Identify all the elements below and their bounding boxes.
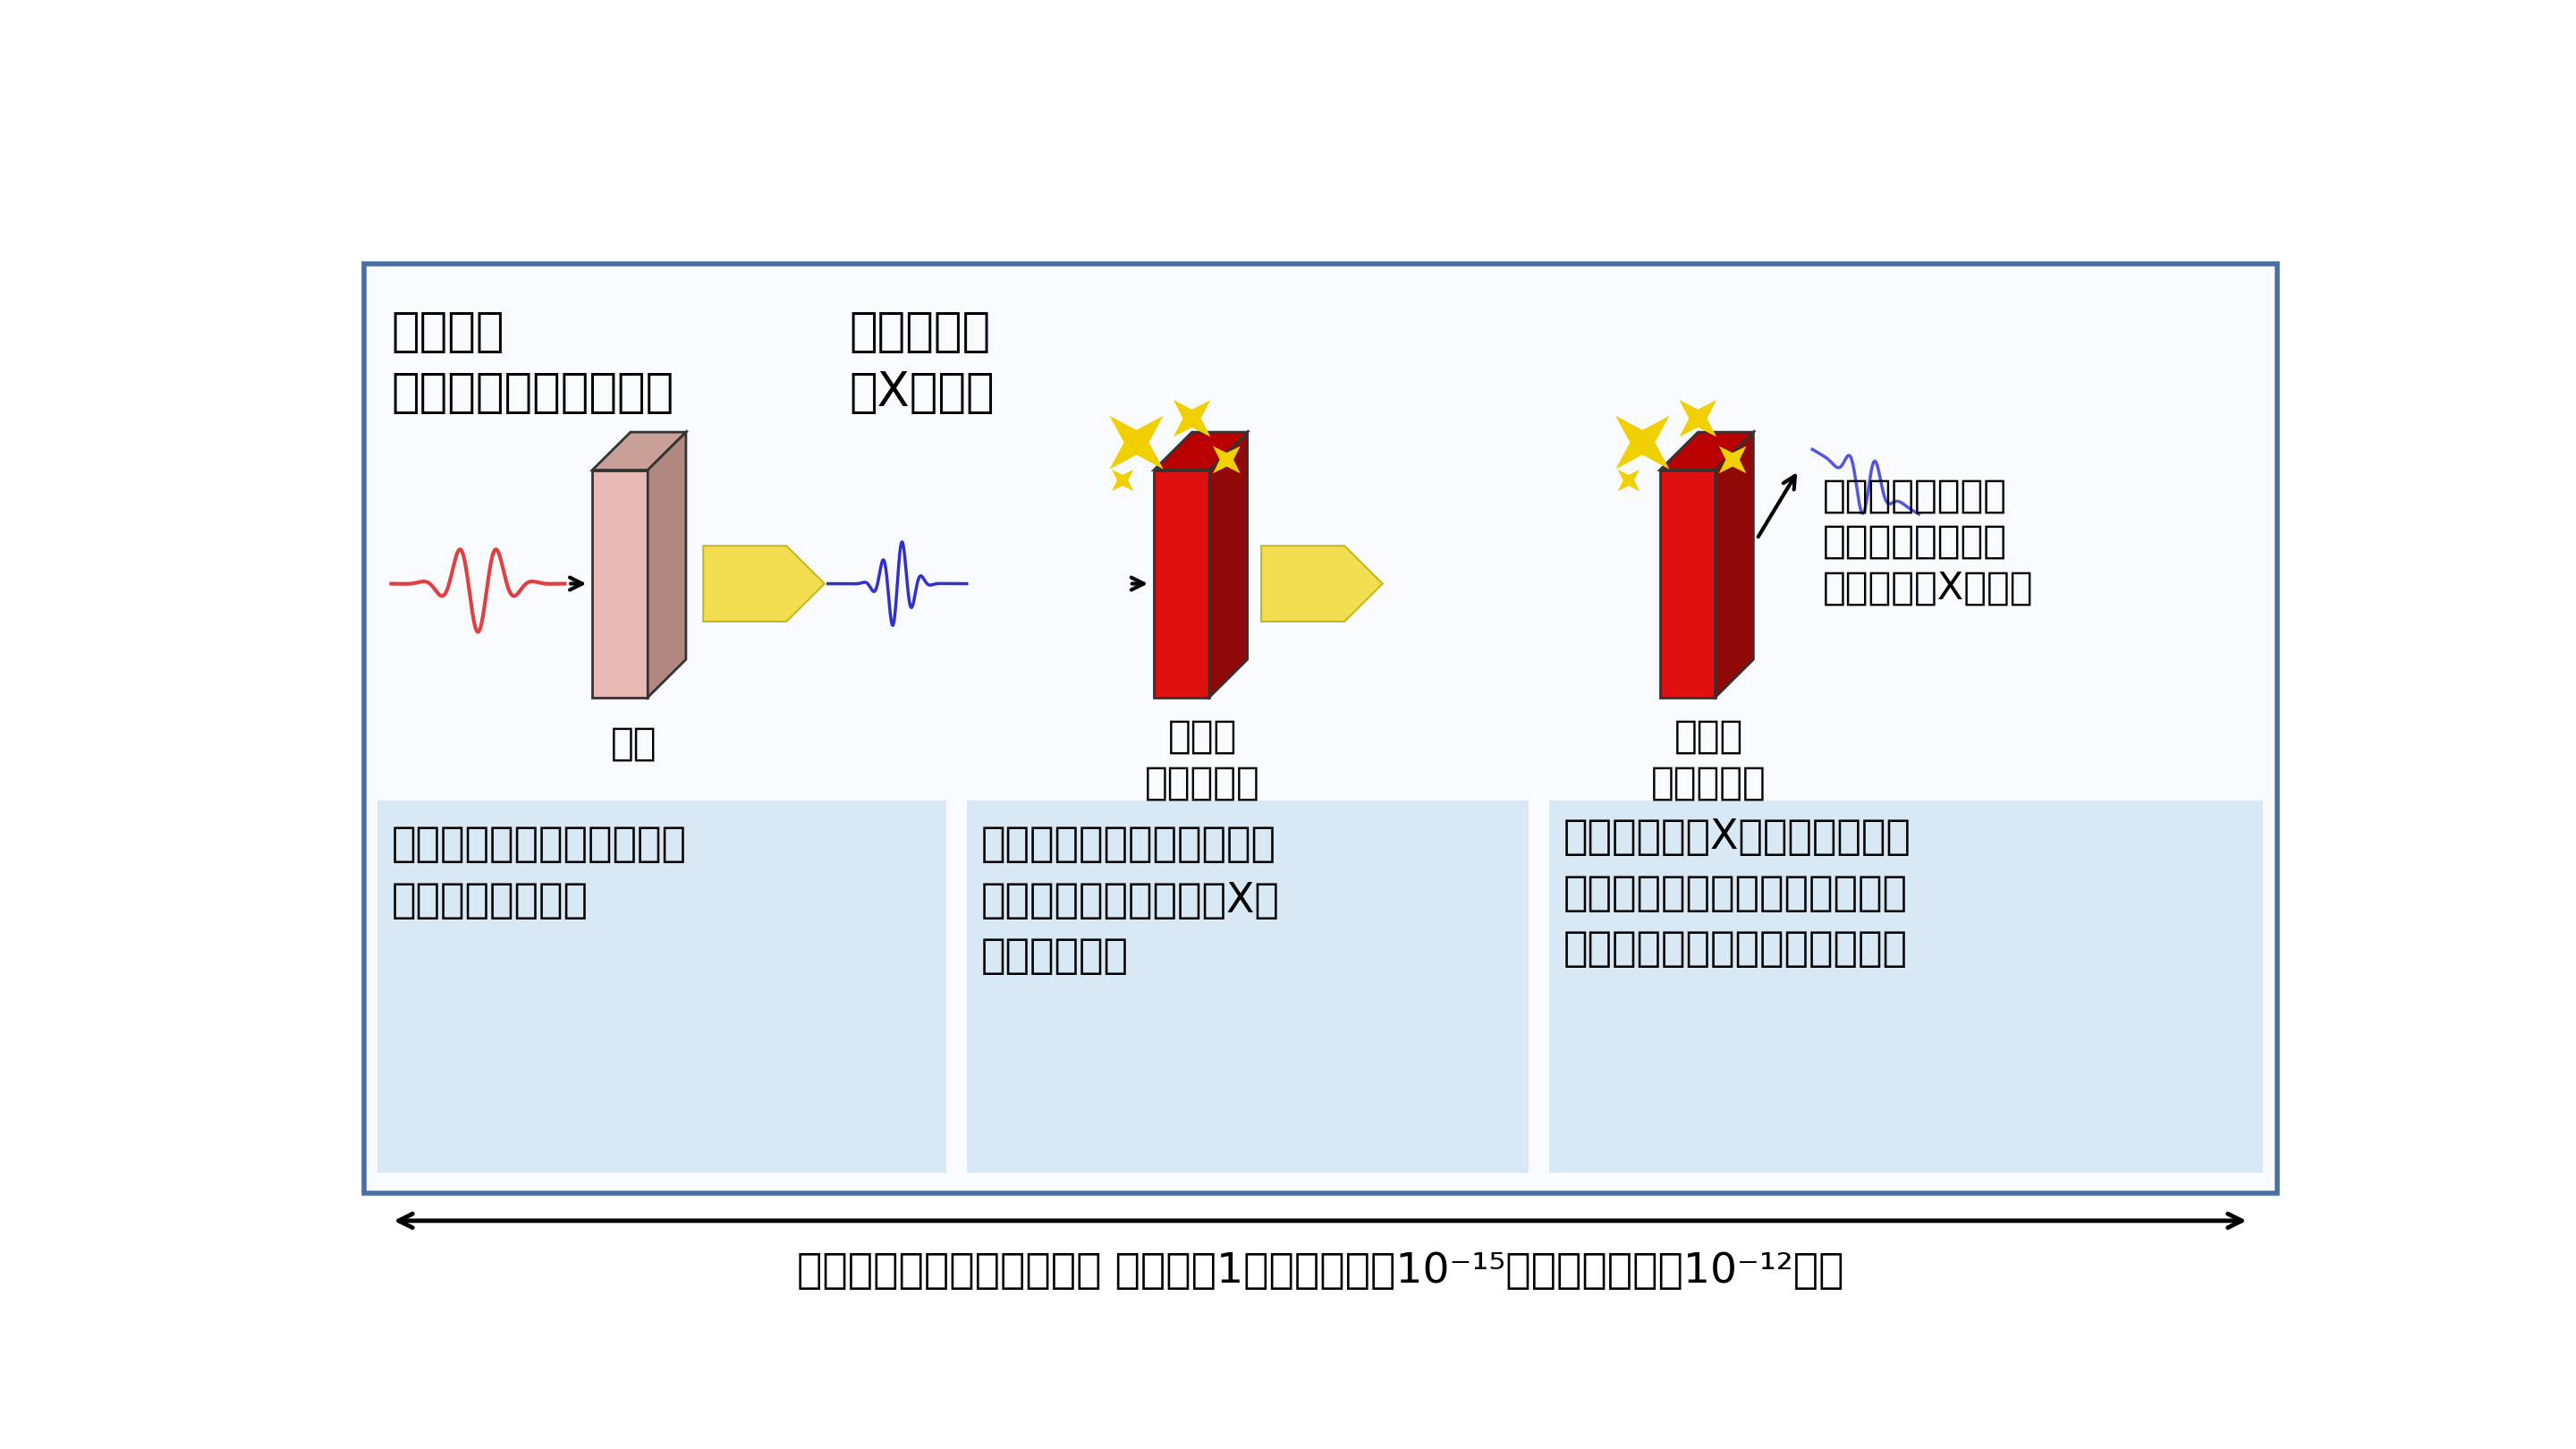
Polygon shape xyxy=(1154,432,1247,469)
Text: プローブ光が試料
で散乱・吸収され
た後の光（X線等）: プローブ光が試料 で散乱・吸収され た後の光（X線等） xyxy=(1824,477,2032,607)
Polygon shape xyxy=(1262,546,1383,622)
Polygon shape xyxy=(592,432,685,469)
Polygon shape xyxy=(1659,432,1754,469)
Text: ポンプ光（パルスレーザー
等）を試料に照射: ポンプ光（パルスレーザー 等）を試料に照射 xyxy=(392,824,685,922)
Polygon shape xyxy=(1110,416,1164,469)
Polygon shape xyxy=(1113,469,1133,491)
Polygon shape xyxy=(1615,416,1669,469)
Polygon shape xyxy=(1208,432,1247,697)
FancyBboxPatch shape xyxy=(379,801,945,1172)
Text: 試料: 試料 xyxy=(611,724,657,762)
FancyBboxPatch shape xyxy=(363,264,2277,1193)
Polygon shape xyxy=(1172,400,1211,438)
Text: 光励起
された試料: 光励起 された試料 xyxy=(1144,717,1260,801)
Polygon shape xyxy=(1659,469,1716,697)
Polygon shape xyxy=(1716,432,1754,697)
Polygon shape xyxy=(1213,446,1239,474)
Polygon shape xyxy=(647,432,685,697)
Text: ポンプ光
（パルスレーザー等）: ポンプ光 （パルスレーザー等） xyxy=(392,309,675,416)
Text: 光励起
された試料: 光励起 された試料 xyxy=(1651,717,1767,801)
Text: 一連の過程：フェムト秒～ ピコ秒（1フェムト秒＝10⁻¹⁵秒、１ピコ秒＝10⁻¹²秒）: 一連の過程：フェムト秒～ ピコ秒（1フェムト秒＝10⁻¹⁵秒、１ピコ秒＝10⁻¹… xyxy=(796,1252,1844,1293)
Polygon shape xyxy=(1680,400,1716,438)
Polygon shape xyxy=(1718,446,1747,474)
Polygon shape xyxy=(703,546,824,622)
FancyBboxPatch shape xyxy=(1548,801,2262,1172)
Polygon shape xyxy=(1154,469,1208,697)
Text: プローブ光（X線等）の散乱等
のシグナルを検出することによ
り光励起直後の試料状態を観測: プローブ光（X線等）の散乱等 のシグナルを検出することによ り光励起直後の試料状… xyxy=(1564,817,1911,969)
FancyBboxPatch shape xyxy=(966,801,1528,1172)
Text: プローブ光
（X線等）: プローブ光 （X線等） xyxy=(850,309,994,416)
Polygon shape xyxy=(592,469,647,697)
Text: ・ポンプ光で試料が光励起
・直後にプローブ光（X線
　等）を照射: ・ポンプ光で試料が光励起 ・直後にプローブ光（X線 等）を照射 xyxy=(981,824,1280,977)
Polygon shape xyxy=(1618,469,1638,491)
